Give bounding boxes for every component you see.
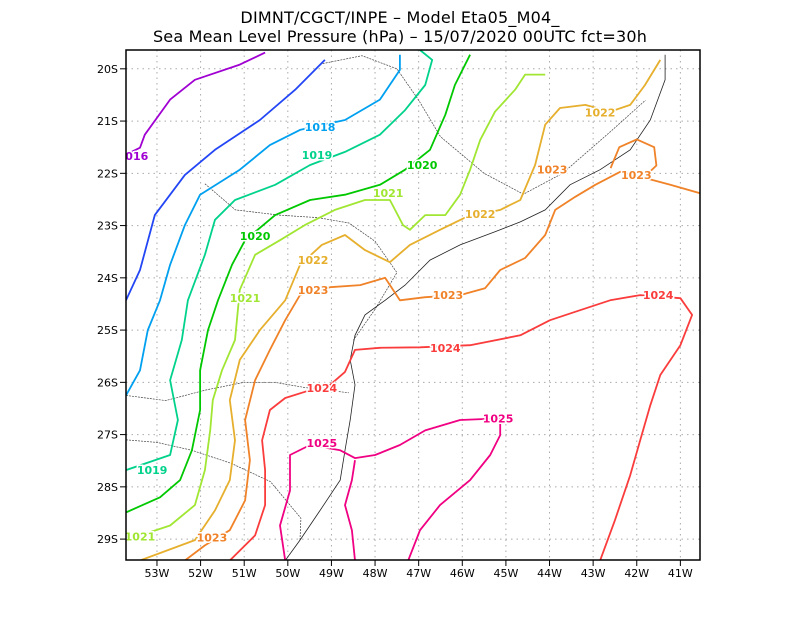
plot-title-line1: DIMNT/CGCT/INPE – Model Eta05_M04_ [240,8,560,27]
contour-label-1021: 1021 [230,292,261,305]
contour-layer [126,50,700,560]
contour-label-1023: 1023 [433,289,464,302]
contour-label-1021: 1021 [125,530,156,543]
tick-label-y: 22S [97,167,118,180]
isobar-1025 [344,460,356,560]
tick-label-y: 28S [97,481,118,494]
contour-labels: 1016 1018 1019 1019 1020 1020 1021 1021 1021 1022… [118,105,675,546]
isobar-1022 [139,59,662,560]
tick-label-x: 53W [145,567,170,580]
tick-label-x: 45W [493,567,518,580]
contour-label-1021: 1021 [373,187,404,200]
tick-label-x: 44W [537,567,562,580]
contour-label-1020: 1020 [240,230,271,243]
tick-label-y: 26S [97,376,118,389]
isobar-1016 [126,51,266,156]
tick-label-x: 51W [232,567,257,580]
contour-label-1023: 1023 [298,284,329,297]
contour-label-1024: 1024 [307,382,338,395]
contour-label-1019: 1019 [302,149,333,162]
tick-label-y: 20S [97,63,118,76]
contour-label-1022: 1022 [465,208,496,221]
contour-label-1022: 1022 [298,254,329,267]
tick-label-x: 46W [450,567,475,580]
tick-label-x: 42W [624,567,649,580]
isobar-1023 [609,138,658,177]
state-border [126,439,302,541]
contour-label-1024: 1024 [643,289,674,302]
tick-label-x: 41W [668,567,693,580]
isobar-1021 [126,73,546,541]
contour-label-1018: 1018 [305,121,336,134]
contour-label-1020: 1020 [407,159,438,172]
tick-label-y: 27S [97,429,118,442]
axis-ticks: 53W 52W 51W 50W 49W 48W 47W 46W 45W 44W 43W 42W 41W 2… [97,63,693,580]
tick-label-y: 24S [97,272,118,285]
tick-label-x: 43W [581,567,606,580]
contour-label-1025: 1025 [483,412,514,425]
contour-label-1023: 1023 [537,164,568,177]
state-border [322,55,646,195]
contour-label-1024: 1024 [430,342,461,355]
tick-label-x: 49W [319,567,344,580]
coastline [285,54,666,560]
isobar-1019 [126,50,434,471]
tick-label-y: 23S [97,220,118,233]
tick-label-x: 48W [363,567,388,580]
gridlines [126,50,700,560]
state-border [126,381,349,401]
isobar-1024 [229,294,693,560]
contour-label-1016: 1016 [118,150,149,163]
tick-label-y: 21S [97,115,118,128]
isobar-1025 [279,417,502,560]
plot-title-line2: Sea Mean Level Pressure (hPa) – 15/07/20… [152,27,648,46]
tick-label-y: 29S [97,533,118,546]
tick-label-x: 50W [275,567,300,580]
map-frame [125,49,701,561]
contour-label-1025: 1025 [307,437,338,450]
isobar-1017 [126,59,326,301]
tick-label-x: 52W [188,567,213,580]
tick-label-x: 47W [406,567,431,580]
contour-label-1023: 1023 [197,532,228,545]
contour-label-1023: 1023 [621,169,652,182]
state-border [204,183,280,216]
isobar-1023 [184,170,700,560]
contour-label-1019: 1019 [137,464,168,477]
tick-label-y: 25S [97,324,118,337]
isobar-1020 [126,54,471,514]
contour-label-1022: 1022 [585,107,616,120]
isobar-1018 [126,54,401,396]
geography-layer [126,54,666,560]
